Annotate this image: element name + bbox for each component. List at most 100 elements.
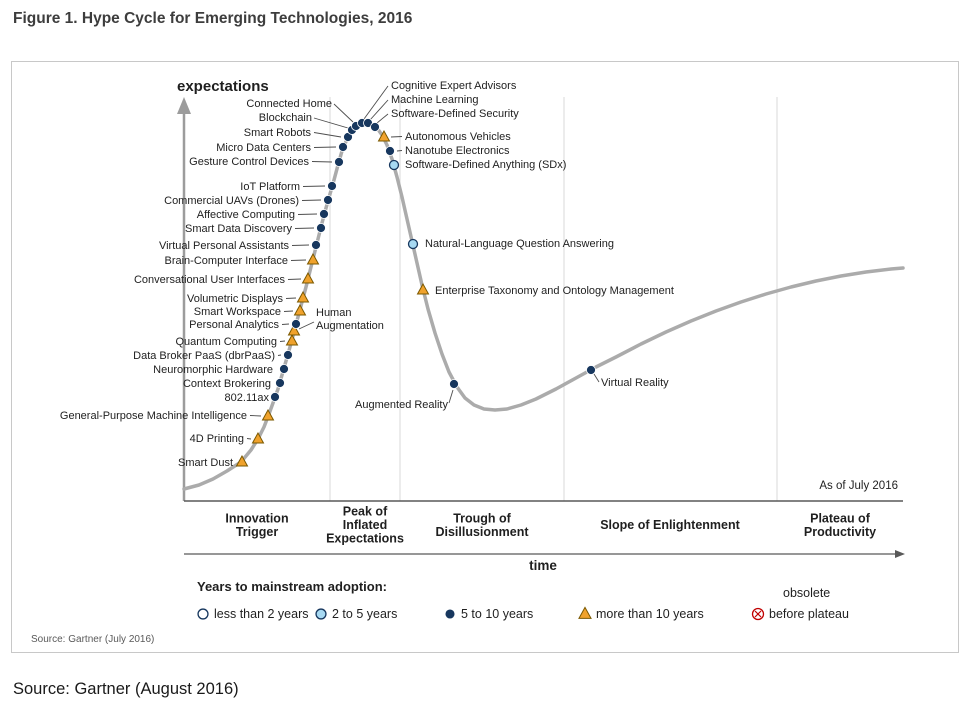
x-axis-title: time (529, 558, 557, 573)
triangle-marker (296, 290, 310, 303)
dark-dot-marker (586, 365, 596, 375)
leader-line (301, 199, 322, 201)
point-label: 4D Printing (190, 433, 244, 445)
point-label: Smart Robots (244, 127, 312, 139)
dark-dot-marker (311, 240, 321, 250)
dark-dot-marker (283, 350, 293, 360)
leader-line (283, 310, 294, 312)
leader-line (593, 373, 600, 383)
phase-label: Trough of Disillusionment (435, 511, 529, 539)
time-axis-arrow (895, 550, 905, 558)
dark-dot-marker (275, 378, 285, 388)
legend-label: less than 2 years (214, 607, 309, 621)
triangle-marker (287, 323, 301, 336)
hype-cycle-chart: Smart Dust 4D Printing General-Purpose Mac… (31, 78, 905, 645)
point-label: Software-Defined Anything (SDx) (405, 159, 566, 171)
point-label: Quantum Computing (176, 336, 278, 348)
leader-line (279, 340, 286, 342)
leader-line (277, 354, 282, 356)
phase-label: Peak of Inflated Expectations (326, 505, 404, 546)
point-label: Smart Workspace (194, 306, 281, 318)
triangle-marker (285, 333, 299, 346)
point-label: Micro Data Centers (216, 142, 311, 154)
light-dot-marker (407, 238, 419, 250)
leader-line (333, 103, 354, 123)
obsolete-marker-x (754, 610, 762, 618)
point-label: Connected Home (246, 98, 332, 110)
point-label: Enterprise Taxonomy and Ontology Managem… (435, 285, 674, 297)
triangle-marker (235, 454, 249, 467)
as-of-label: As of July 2016 (819, 480, 898, 492)
leader-line (448, 389, 454, 404)
point-label: Context Brokering (183, 378, 271, 390)
dark-dot-marker (316, 223, 326, 233)
leader-line (287, 278, 302, 280)
dark-dot-marker (279, 364, 289, 374)
leader-line (291, 244, 310, 246)
point-label: Gesture Control Devices (189, 156, 309, 168)
legend-title: Years to mainstream adoption: (197, 579, 387, 594)
leader-line (313, 117, 349, 129)
leader-line (311, 161, 333, 163)
leader-line (376, 113, 389, 124)
dark-dot-marker (323, 195, 333, 205)
triangle-marker (301, 271, 315, 284)
leader-line (396, 150, 403, 152)
point-label: Machine Learning (391, 94, 478, 106)
triangle-marker (293, 303, 307, 316)
triangle-marker (377, 129, 391, 142)
leader-line (313, 132, 342, 138)
point-label: Brain-Computer Interface (165, 255, 289, 267)
point-label: Commercial UAVs (Drones) (164, 195, 299, 207)
point-label: Human Augmentation (316, 307, 384, 332)
dark-dot-marker (444, 608, 456, 620)
triangle-marker (578, 606, 592, 619)
point-label: Volumetric Displays (187, 293, 283, 305)
dark-dot-marker (449, 379, 459, 389)
y-axis-arrow (177, 97, 191, 114)
triangle-marker (251, 431, 265, 444)
leader-line (390, 136, 403, 138)
leader-line (369, 99, 389, 121)
legend-label: 2 to 5 years (332, 607, 397, 621)
chart-panel: Smart Dust 4D Printing General-Purpose Mac… (11, 61, 959, 653)
light-dot-marker (315, 608, 327, 620)
point-label: Smart Data Discovery (185, 223, 292, 235)
dark-dot-marker (319, 209, 329, 219)
dark-dot-marker (327, 181, 337, 191)
dark-dot-marker (338, 142, 348, 152)
light-dot-marker (388, 159, 400, 171)
point-label: Virtual Personal Assistants (159, 240, 290, 252)
leader-line (290, 259, 307, 261)
point-label: Software-Defined Security (391, 108, 519, 120)
leader-line (285, 297, 297, 299)
leader-line (246, 438, 252, 440)
legend-label: more than 10 years (596, 607, 704, 621)
legend-label: before plateau (769, 607, 849, 621)
triangle-marker (261, 408, 275, 421)
figure-title: Figure 1. Hype Cycle for Emerging Techno… (13, 10, 413, 27)
hype-curve (182, 121, 905, 491)
chart-source: Source: Gartner (July 2016) (31, 634, 154, 645)
legend-label: obsolete (783, 586, 830, 600)
point-label: Blockchain (259, 112, 312, 124)
legend-label: 5 to 10 years (461, 607, 533, 621)
leader-line (297, 213, 318, 215)
dark-dot-marker (291, 319, 301, 329)
leader-line (249, 415, 262, 417)
point-label: Nanotube Electronics (405, 145, 510, 157)
leader-line (313, 146, 337, 148)
phase-label: Plateau of Productivity (804, 511, 876, 539)
dark-dot-marker (370, 122, 380, 132)
point-label: Conversational User Interfaces (134, 274, 286, 286)
phase-label: Innovation Trigger (225, 511, 288, 539)
dark-dot-marker (270, 392, 280, 402)
leader-line (281, 323, 290, 325)
point-label: Autonomous Vehicles (405, 131, 511, 143)
point-label: 802.11ax (225, 392, 270, 404)
dark-dot-marker (385, 146, 395, 156)
point-label: Personal Analytics (189, 319, 279, 331)
point-label: IoT Platform (240, 181, 300, 193)
phase-label: Slope of Enlightenment (600, 518, 740, 532)
